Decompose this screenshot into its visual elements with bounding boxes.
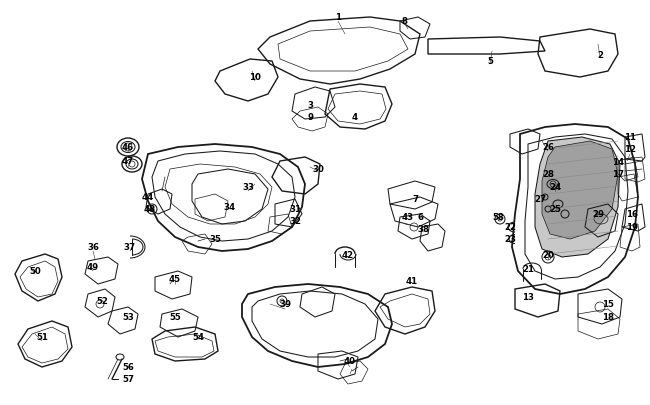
Text: 13: 13: [522, 293, 534, 302]
Text: 35: 35: [209, 235, 221, 244]
Text: 37: 37: [124, 243, 136, 252]
Text: 53: 53: [122, 313, 134, 322]
Text: 49: 49: [87, 263, 99, 272]
Text: 44: 44: [142, 193, 154, 202]
Polygon shape: [535, 138, 620, 257]
Text: 34: 34: [224, 203, 236, 212]
Text: 45: 45: [169, 275, 181, 284]
Text: 19: 19: [626, 223, 638, 232]
Text: 21: 21: [522, 265, 534, 274]
Text: 18: 18: [602, 313, 614, 322]
Text: 6: 6: [417, 213, 423, 222]
Text: 52: 52: [96, 297, 108, 306]
Text: 33: 33: [242, 183, 254, 192]
Text: 39: 39: [279, 300, 291, 309]
Text: 14: 14: [612, 158, 624, 167]
Text: 29: 29: [592, 210, 604, 219]
Text: 30: 30: [312, 165, 324, 174]
Text: 48: 48: [144, 205, 156, 214]
Text: 22: 22: [504, 223, 516, 232]
Text: 46: 46: [122, 143, 134, 152]
Text: 12: 12: [624, 145, 636, 154]
Polygon shape: [542, 142, 618, 239]
Text: 3: 3: [307, 100, 313, 109]
Text: 5: 5: [487, 58, 493, 66]
Text: 50: 50: [29, 267, 41, 276]
Text: 36: 36: [87, 243, 99, 252]
Text: 2: 2: [597, 50, 603, 60]
Text: 26: 26: [542, 143, 554, 152]
Text: 25: 25: [549, 205, 561, 214]
Text: 27: 27: [534, 195, 546, 204]
Text: 23: 23: [504, 235, 516, 244]
Text: 43: 43: [402, 213, 414, 222]
Text: 38: 38: [417, 225, 429, 234]
Text: 15: 15: [602, 300, 614, 309]
Text: 32: 32: [289, 217, 301, 226]
Text: 40: 40: [344, 357, 356, 366]
Text: 47: 47: [122, 157, 134, 166]
Text: 11: 11: [624, 133, 636, 142]
Text: 51: 51: [36, 333, 48, 342]
Text: 24: 24: [549, 183, 561, 192]
Text: 28: 28: [542, 170, 554, 179]
Text: 56: 56: [122, 362, 134, 371]
Text: 4: 4: [352, 113, 358, 122]
Text: 55: 55: [169, 313, 181, 322]
Text: 10: 10: [249, 73, 261, 82]
Text: 9: 9: [307, 113, 313, 122]
Text: 8: 8: [402, 17, 408, 26]
Text: 41: 41: [406, 277, 418, 286]
Text: 17: 17: [612, 170, 624, 179]
Text: 54: 54: [192, 333, 204, 342]
Text: 42: 42: [342, 250, 354, 259]
Text: 16: 16: [626, 210, 638, 219]
Text: 7: 7: [412, 195, 418, 204]
Text: 20: 20: [542, 250, 554, 259]
Text: 57: 57: [122, 375, 134, 384]
Text: 1: 1: [335, 13, 341, 22]
Text: 58: 58: [492, 213, 504, 222]
Text: 31: 31: [289, 205, 301, 214]
